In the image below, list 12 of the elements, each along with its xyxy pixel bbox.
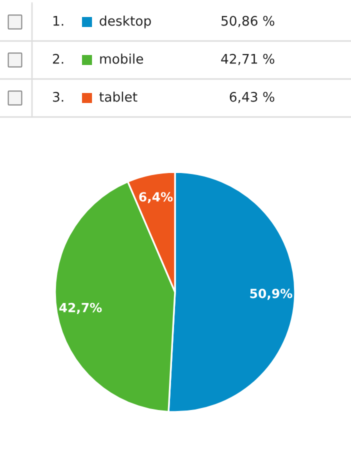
text: 6,43 %: [230, 92, 274, 104]
data-label: 6,4%: [139, 192, 173, 204]
text: 42,71 %: [221, 54, 274, 66]
legend-label: mobile: [100, 54, 144, 64]
legend-label: desktop: [100, 16, 151, 28]
text: 1.: [53, 16, 64, 26]
legend-label: tablet: [99, 92, 138, 102]
data-label: 50,9%: [250, 288, 292, 300]
text: 3.: [53, 92, 64, 102]
text: 50,86 %: [222, 16, 274, 28]
text: 2.: [52, 54, 64, 64]
data-label: 42,7%: [59, 302, 102, 314]
